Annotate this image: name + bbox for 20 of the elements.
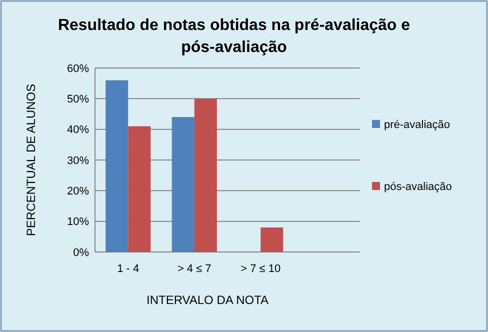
bar xyxy=(128,126,151,252)
legend-label: pós-avaliação xyxy=(384,181,452,193)
x-tick-label: 1 - 4 xyxy=(117,263,140,275)
chart-title: Resultado de notas obtidas na pré-avaliação e pós-avaliação xyxy=(58,17,410,56)
x-tick-label: > 4 ≤ 7 xyxy=(177,263,212,275)
y-tick-label: 60% xyxy=(66,62,90,75)
x-tick-label: > 7 ≤ 10 xyxy=(240,263,281,275)
y-tick-label: 50% xyxy=(66,94,90,106)
bar xyxy=(260,227,284,252)
y-tick-label: 10% xyxy=(66,216,90,228)
bar xyxy=(194,98,217,252)
y-tick-label: 30% xyxy=(66,154,90,167)
y-tick-label: 40% xyxy=(66,124,90,136)
y-tick-label: 0% xyxy=(73,246,90,259)
y-axis-title: PERCENTUAL DE ALUNOS xyxy=(24,84,38,236)
bar xyxy=(172,117,194,252)
y-tick-label: 20% xyxy=(66,186,90,198)
legend-label: pré-avaliação xyxy=(384,119,450,131)
x-axis-title: INTERVALO DA NOTA xyxy=(146,293,269,307)
bar xyxy=(106,80,128,252)
